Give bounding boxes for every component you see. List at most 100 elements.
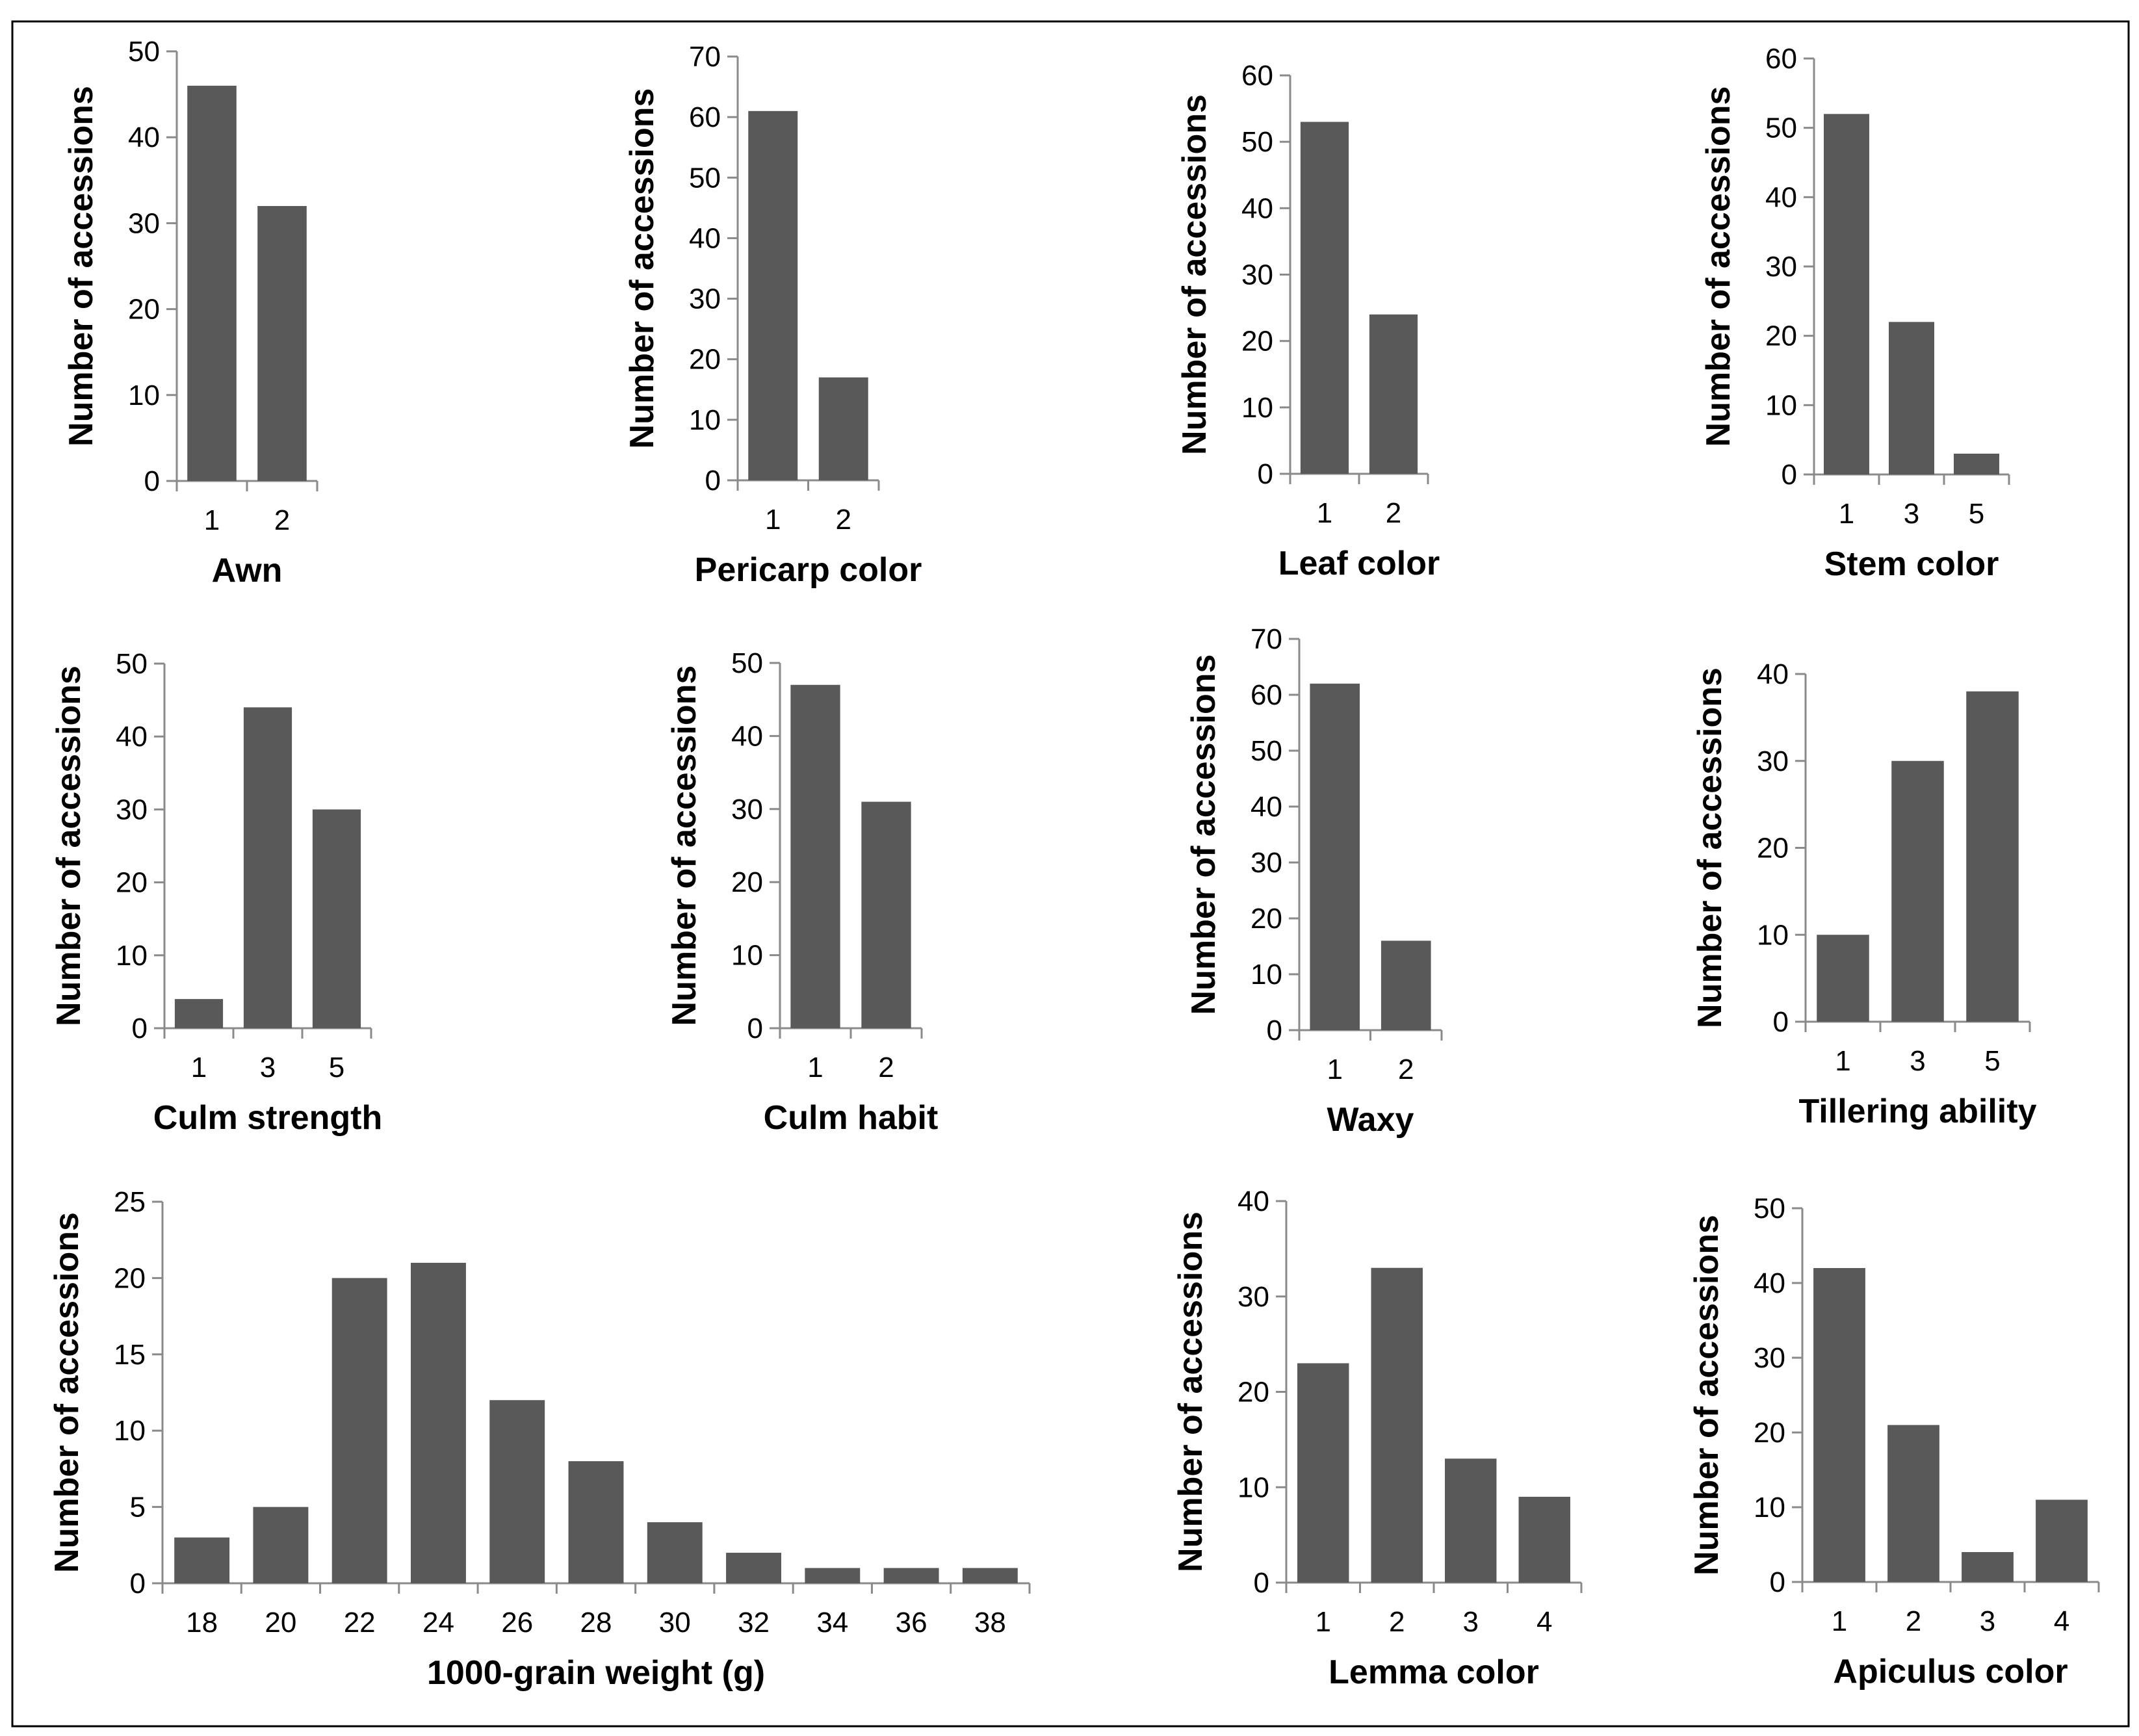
y-axis-title: Number of accessions [623,88,661,449]
chart-panel: 0 10 20 30 40 50 1 3 5 Culm strength Number of acc… [50,648,382,1137]
x-tick-label: 4 [1536,1606,1552,1638]
bar [568,1461,624,1583]
bar [257,205,307,481]
y-tick-label: 40 [1757,658,1789,690]
y-tick-label: 30 [1241,259,1273,291]
x-tick-label: 1 [1327,1054,1343,1085]
y-tick-label: 30 [1754,1342,1785,1374]
y-tick-label: 0 [130,1568,146,1600]
x-tick-label: 28 [580,1607,612,1639]
x-tick-label: 38 [974,1607,1006,1639]
y-tick-label: 50 [1765,112,1797,144]
bar [1954,454,1999,474]
y-tick-label: 0 [747,1013,763,1044]
y-tick-label: 20 [689,344,721,376]
x-axis-title: Culm habit [764,1099,939,1137]
x-tick-label: 2 [1386,497,1401,529]
x-axis-title: Lemma color [1329,1653,1539,1691]
bar [726,1553,781,1583]
y-tick-label: 20 [1251,903,1282,935]
x-tick-label: 4 [2054,1605,2069,1637]
y-tick-label: 10 [1241,392,1273,424]
bar [2036,1499,2088,1582]
y-axis-title: Number of accessions [62,86,100,447]
y-tick-label: 0 [1258,458,1273,490]
bar [805,1568,861,1583]
y-tick-label: 30 [1765,251,1797,283]
y-tick-label: 15 [114,1339,146,1371]
y-tick-label: 10 [1765,389,1797,421]
x-axis-title: Awn [212,552,283,589]
y-tick-label: 0 [705,465,721,497]
y-axis-title: Number of accessions [1172,1211,1210,1572]
bar [1297,1363,1349,1583]
y-axis-title: Number of accessions [48,1212,86,1573]
x-tick-label: 2 [878,1052,894,1083]
bar [1817,935,1869,1022]
bar [1300,122,1349,474]
x-axis-title: Tillering ability [1798,1093,2036,1130]
x-axis-title: Culm strength [153,1099,382,1137]
bar [1518,1496,1570,1583]
y-tick-label: 5 [130,1492,146,1523]
bar [1381,940,1431,1030]
y-tick-label: 60 [1251,679,1282,711]
x-tick-label: 5 [329,1052,344,1083]
x-axis-title: Stem color [1824,545,1999,583]
x-tick-label: 1 [204,504,220,536]
y-tick-label: 0 [144,465,160,497]
x-tick-label: 3 [1910,1045,1925,1077]
bar [861,801,911,1028]
x-tick-label: 2 [836,504,851,536]
chart-panel: 0 5 10 15 20 25 18 20 22 24 26 28 30 32 34 36 38 1000-gra… [48,1186,1031,1692]
y-axis-title: Number of accessions [1691,667,1729,1028]
bar [243,707,292,1028]
y-tick-label: 20 [116,867,148,899]
y-tick-label: 40 [1754,1267,1785,1299]
chart-panel: 0 10 20 30 40 50 60 70 1 2 Waxy Number of accession… [1185,623,1443,1139]
x-tick-label: 2 [274,504,290,536]
bar [883,1568,939,1583]
y-tick-label: 10 [116,940,148,972]
y-tick-label: 20 [731,866,763,898]
bar [1310,683,1360,1030]
y-tick-label: 10 [128,380,160,411]
y-tick-label: 60 [689,101,721,133]
y-tick-label: 40 [116,721,148,753]
x-tick-label: 1 [1317,497,1332,529]
y-tick-label: 0 [1254,1567,1269,1599]
x-tick-label: 1 [1839,498,1854,530]
x-tick-label: 20 [265,1607,296,1639]
bar [1962,1552,2014,1582]
x-axis-title: Pericarp color [695,551,922,589]
y-tick-label: 10 [1757,919,1789,951]
y-tick-label: 40 [1765,181,1797,213]
bar [489,1400,545,1583]
bar [253,1507,309,1583]
y-axis-title: Number of accessions [1700,86,1737,447]
y-tick-label: 0 [1782,459,1797,491]
y-tick-label: 0 [1773,1006,1789,1038]
x-tick-label: 2 [1398,1054,1414,1085]
y-tick-label: 50 [1754,1193,1785,1224]
x-tick-label: 3 [1980,1605,1995,1637]
y-axis-title: Number of accessions [1176,94,1213,455]
bar [1966,691,2019,1022]
x-tick-label: 1 [191,1052,207,1083]
y-tick-label: 10 [1754,1492,1785,1523]
y-axis-title: Number of accessions [1185,654,1223,1015]
y-tick-label: 20 [128,294,160,326]
x-axis-title: Leaf color [1278,545,1440,582]
y-tick-label: 70 [1251,623,1282,655]
bar [1445,1458,1497,1583]
y-tick-label: 50 [1241,126,1273,158]
y-tick-label: 40 [689,222,721,254]
bar [818,377,868,480]
y-tick-label: 30 [1251,847,1282,879]
y-tick-label: 40 [128,122,160,153]
chart-panel: 0 10 20 30 40 50 60 70 1 2 Pericarp color Number of… [623,41,922,589]
x-axis-title: Waxy [1327,1101,1414,1139]
y-tick-label: 0 [1267,1015,1282,1046]
y-tick-label: 20 [1765,320,1797,352]
